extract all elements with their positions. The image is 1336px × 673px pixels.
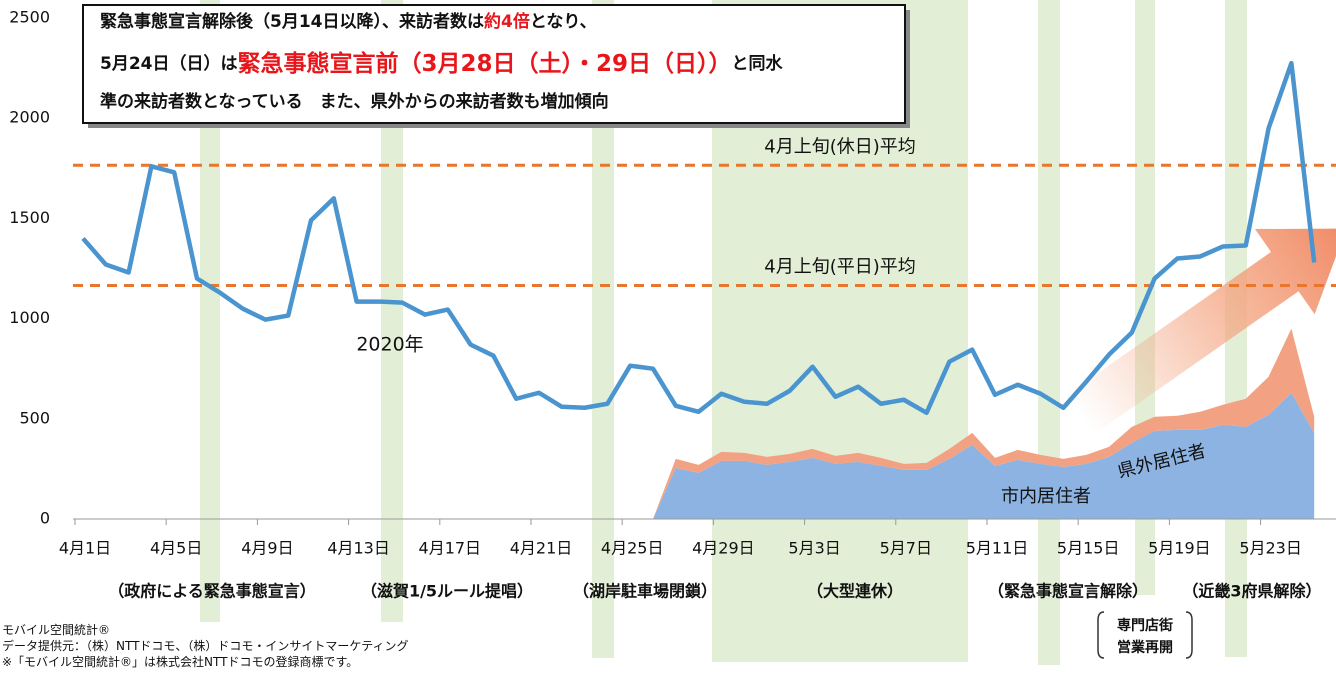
y-tick-label: 0 xyxy=(40,509,50,528)
x-tick-label: 5月7日 xyxy=(880,539,932,558)
y-tick-label: 2000 xyxy=(9,108,50,127)
y-tick-label: 500 xyxy=(19,408,50,427)
reference-label: 4月上旬(平日)平均 xyxy=(764,257,916,278)
callout-line: 5月24日（日）は緊急事態宣言前（3月28日（土）・29日（日））と同水 xyxy=(100,50,784,77)
x-tick-label: 4月13日 xyxy=(327,539,390,558)
event-note xyxy=(1097,611,1193,659)
area xyxy=(653,328,1315,519)
x-tick-label: 5月3日 xyxy=(788,539,840,558)
event-band xyxy=(1038,0,1060,665)
callout: 緊急事態宣言解除後（5月14日以降）、来訪者数は約4倍となり、 5月24日（日）は… xyxy=(82,4,910,128)
source-note: ※「モバイル空間統計®」は株式会社NTTドコモの登録商標です。 xyxy=(2,654,358,669)
callout-line: 準の来訪者数となっている また、県外からの来訪者数も増加傾向 xyxy=(100,91,609,112)
callout-text: 約4倍 xyxy=(484,11,530,32)
y-tick-label: 1500 xyxy=(9,208,50,227)
x-tick-label: 4月21日 xyxy=(510,539,573,558)
source-note: データ提供元：（株）NTTドコモ、（株）ドコモ・インサイトマーケティング xyxy=(2,638,408,653)
y-tick-label: 2500 xyxy=(9,8,50,27)
callout-box xyxy=(82,4,906,124)
x-tick-label: 5月23日 xyxy=(1239,539,1302,558)
x-tick-label: 5月19日 xyxy=(1148,539,1211,558)
x-tick-label: 5月11日 xyxy=(966,539,1029,558)
x-tick-label: 4月29日 xyxy=(692,539,755,558)
series-label: 市内居住者 xyxy=(1001,486,1091,507)
event-label: （大型連休） xyxy=(807,582,903,601)
event-label: （緊急事態宣言解除） xyxy=(988,582,1148,601)
event-note: 専門店街 xyxy=(1117,617,1173,634)
event-band xyxy=(200,0,220,622)
event-label: （政府による緊急事態宣言） xyxy=(108,582,316,601)
x-tick-label: 4月9日 xyxy=(241,539,293,558)
x-tick-label: 4月25日 xyxy=(601,539,664,558)
reference-label: 4月上旬(休日)平均 xyxy=(764,136,916,157)
y-tick-label: 1000 xyxy=(9,308,50,327)
callout-text: と同水 xyxy=(732,53,784,74)
callout-text: 準の来訪者数となっている また、県外からの来訪者数も増加傾向 xyxy=(100,91,609,112)
event-label: （近畿3府県解除） xyxy=(1182,582,1321,601)
source-note: モバイル空間統計® xyxy=(2,622,110,637)
event-label: （湖岸駐車場閉鎖） xyxy=(573,582,717,601)
x-tick-label: 4月1日 xyxy=(59,539,111,558)
event-band xyxy=(381,0,403,622)
event-note: 営業再開 xyxy=(1117,639,1173,656)
line xyxy=(81,60,1317,416)
area xyxy=(653,392,1315,519)
event-label: （滋賀1/5ルール提唱） xyxy=(361,582,533,601)
x-tick-label: 4月5日 xyxy=(150,539,202,558)
callout-text: 緊急事態宣言解除後（5月14日以降）、来訪者数は xyxy=(100,11,484,32)
callout-line: 緊急事態宣言解除後（5月14日以降）、来訪者数は約4倍となり、 xyxy=(100,11,597,32)
series-label: 2020年 xyxy=(356,334,423,356)
callout-text: 緊急事態宣言前（3月28日（土）・29日（日）） xyxy=(238,50,732,77)
x-tick-label: 5月15日 xyxy=(1057,539,1120,558)
trend-arrow xyxy=(1066,228,1336,435)
callout-text: 5月24日（日）は xyxy=(100,53,238,74)
callout-text: となり、 xyxy=(530,12,597,32)
x-tick-label: 4月17日 xyxy=(419,539,482,558)
